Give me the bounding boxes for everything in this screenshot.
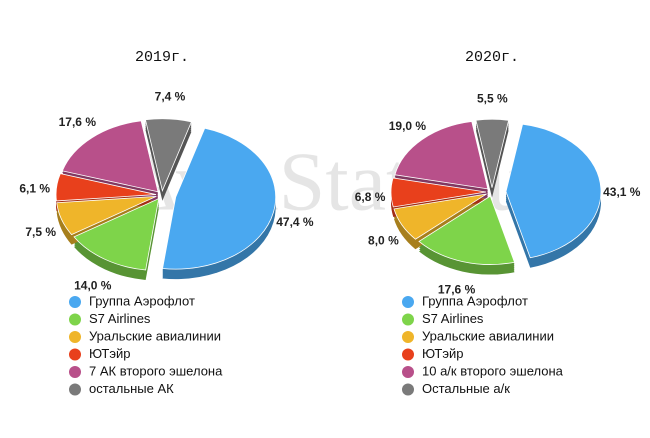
value-label: 19,0 % <box>389 119 427 133</box>
legend-swatch <box>402 366 414 378</box>
pie-slice <box>55 173 157 202</box>
legend-swatch <box>69 383 81 396</box>
pie-slice <box>61 120 159 193</box>
pie-slice <box>56 195 157 236</box>
pie-slice <box>475 118 510 188</box>
legend-label: 10 а/к второго эшелона <box>422 363 564 378</box>
legend-label: Остальные а/к <box>422 381 510 396</box>
chart-title: 2020г. <box>465 49 519 66</box>
legend-label: S7 Airlines <box>422 311 484 326</box>
pie-slice <box>418 195 516 265</box>
value-label: 14,0 % <box>74 279 112 293</box>
legend-swatch <box>69 366 81 378</box>
legend-swatch <box>69 313 81 326</box>
legend-swatch <box>402 296 414 308</box>
value-label: 47,4 % <box>276 215 314 229</box>
value-label: 17,6 % <box>59 115 97 129</box>
legend-label: S7 Airlines <box>89 311 151 326</box>
pie-slice <box>393 193 487 240</box>
value-label: 5,5 % <box>477 91 508 105</box>
legend-label: Уральские авиалинии <box>89 328 221 343</box>
legend-swatch <box>69 296 81 308</box>
legend-label: Группа Аэрофлот <box>89 293 195 308</box>
pie-slice <box>394 121 489 190</box>
legend-label: остальные АК <box>89 381 174 396</box>
legend-swatch <box>69 331 81 343</box>
pie-slice <box>390 177 487 208</box>
legend-label: ЮТэйр <box>422 346 463 361</box>
legend-label: 7 АК второго эшелона <box>89 363 223 378</box>
legend-swatch <box>69 348 81 361</box>
pie-slice <box>144 118 192 192</box>
legend-swatch <box>402 383 414 396</box>
legend-label: Группа Аэрофлот <box>422 293 528 308</box>
value-label: 17,6 % <box>438 283 476 297</box>
value-label: 6,1 % <box>19 182 50 196</box>
value-label: 6,8 % <box>355 190 386 204</box>
pie-slice <box>505 123 602 259</box>
pie-slice <box>162 127 277 270</box>
legend-swatch <box>402 313 414 326</box>
value-label: 7,5 % <box>25 225 56 239</box>
legend-swatch <box>402 331 414 343</box>
pie-slice <box>73 197 160 271</box>
chart-title: 2019г. <box>135 49 189 66</box>
value-label: 8,0 % <box>368 234 399 248</box>
legend-label: ЮТэйр <box>89 346 130 361</box>
legend-label: Уральские авиалинии <box>422 328 554 343</box>
value-label: 7,4 % <box>155 90 186 104</box>
value-label: 43,1 % <box>603 185 641 199</box>
legend-swatch <box>402 348 414 361</box>
